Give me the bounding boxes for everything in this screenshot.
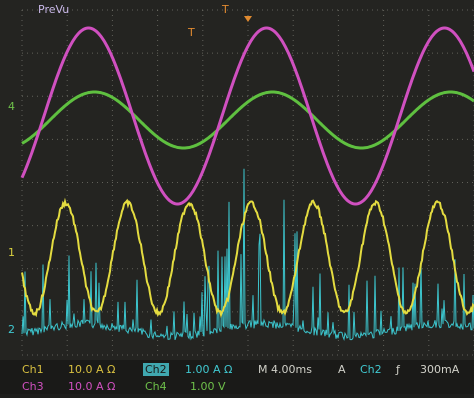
background [0,0,474,394]
status-text: Ch3 [22,380,44,393]
channel-marker: 1 [8,246,15,259]
status-text: 1.00 V [190,380,226,393]
status-text: 300mA [420,363,460,376]
status-text: 10.0 A Ω [68,380,115,393]
status-text: A [338,363,346,376]
status-text: M 4.00ms [258,363,312,376]
trigger-marker: T [187,26,195,39]
channel-marker: 4 [8,100,15,113]
mode-label: PreVu [38,3,69,16]
status-text: Ch2 [145,363,167,376]
status-text: Ch1 [22,363,44,376]
channel-marker: 2 [8,323,15,336]
status-text: Ch2 [360,363,382,376]
trigger-marker: T [221,3,229,16]
status-text: 10.0 A Ω [68,363,115,376]
oscilloscope-screen: PreVu T T 4 1 2 Ch1 10.0 A Ω Ch2 1.00 A … [0,0,474,394]
status-text: Ch4 [145,380,167,393]
status-text: 1.00 A Ω [185,363,232,376]
